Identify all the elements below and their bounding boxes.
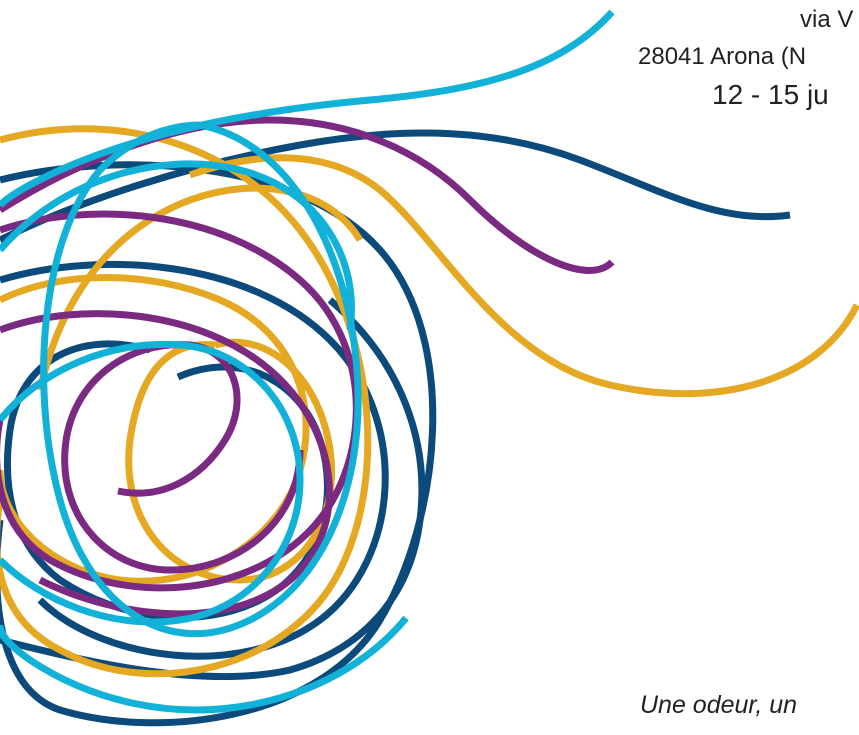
tagline: Une odeur, un [640,691,798,719]
cyan-loop-upper [0,160,355,331]
navy-loop-bottom [0,297,426,681]
navy-loop-inner [0,260,389,660]
gold-loop-outer [0,125,372,678]
gold-tail-stroke [188,154,859,398]
cyan-loop-lower [0,340,304,626]
purple-loop-wide [0,310,333,618]
purple-spiral-center [61,341,304,574]
navy-tail-stroke [0,129,791,244]
cyan-tail-stroke [0,9,615,208]
address-street: via V [800,6,854,33]
purple-strokes [0,116,615,618]
event-dates: 12 - 15 ju [712,79,829,110]
address-city: 28041 Arona (N [638,43,807,70]
cyan-strokes [0,9,615,714]
cyan-tail-bottom [0,615,409,714]
cyan-loop-tall [40,121,362,638]
gold-loop-inner [125,338,335,584]
